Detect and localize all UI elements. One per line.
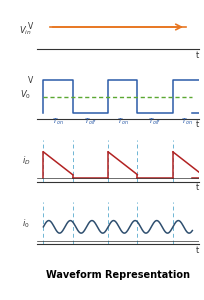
Text: Waveform Representation: Waveform Representation — [46, 270, 189, 280]
X-axis label: t: t — [195, 246, 198, 255]
Text: V: V — [28, 76, 33, 85]
X-axis label: t: t — [195, 120, 198, 129]
Text: $T_{off}$: $T_{off}$ — [83, 117, 96, 127]
Text: $T_{off}$: $T_{off}$ — [148, 117, 161, 127]
Text: $T_{on}$: $T_{on}$ — [52, 117, 64, 127]
Y-axis label: $\mathit{i_0}$: $\mathit{i_0}$ — [22, 217, 29, 230]
X-axis label: t: t — [195, 183, 198, 192]
Text: $T_{on}$: $T_{on}$ — [116, 117, 128, 127]
X-axis label: t: t — [195, 51, 198, 60]
Y-axis label: $\mathit{V_0}$: $\mathit{V_0}$ — [20, 88, 31, 101]
Y-axis label: $\mathit{i_D}$: $\mathit{i_D}$ — [21, 154, 30, 167]
Y-axis label: $\mathit{V_{in}}$: $\mathit{V_{in}}$ — [19, 25, 32, 37]
Text: V: V — [28, 22, 33, 32]
Text: $T_{on}$: $T_{on}$ — [181, 117, 193, 127]
